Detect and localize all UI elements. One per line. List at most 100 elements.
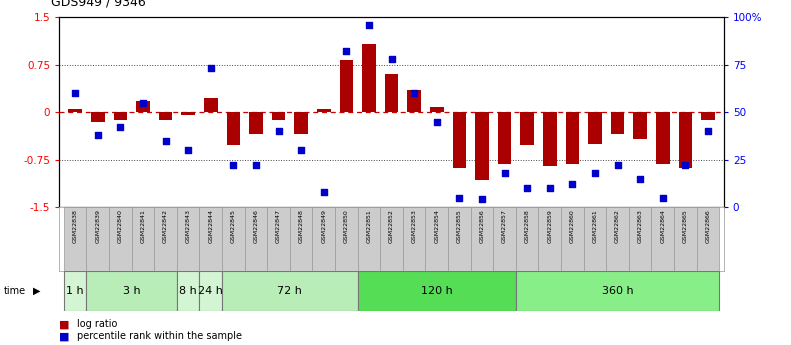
Text: GSM22841: GSM22841 [141, 209, 146, 243]
Text: 8 h: 8 h [180, 286, 197, 296]
Bar [629, 207, 652, 271]
Point [543, 185, 556, 191]
Text: GSM22847: GSM22847 [276, 209, 281, 243]
Text: percentile rank within the sample: percentile rank within the sample [77, 332, 242, 341]
Text: GSM22840: GSM22840 [118, 209, 123, 243]
Text: ■: ■ [59, 319, 70, 329]
Point [702, 128, 714, 134]
Text: GSM22846: GSM22846 [253, 209, 259, 243]
Bar [290, 207, 312, 271]
Bar [64, 207, 86, 271]
Text: GSM22848: GSM22848 [299, 209, 304, 243]
Bar [475, 112, 489, 180]
Bar [91, 112, 104, 122]
Point [520, 185, 533, 191]
Text: time: time [4, 286, 26, 296]
Text: GSM22858: GSM22858 [524, 209, 530, 243]
Point [611, 162, 624, 168]
Bar [516, 207, 539, 271]
Bar [362, 44, 376, 112]
Bar [679, 112, 692, 168]
Point [69, 90, 81, 96]
Point [340, 49, 353, 54]
Bar [177, 271, 199, 310]
Bar [589, 112, 602, 144]
Text: GDS949 / 9346: GDS949 / 9346 [51, 0, 146, 9]
Bar [380, 207, 403, 271]
Bar [652, 207, 674, 271]
Bar [606, 207, 629, 271]
Bar [114, 112, 127, 120]
Text: GSM22854: GSM22854 [434, 209, 439, 243]
Bar [697, 207, 719, 271]
Bar [407, 90, 421, 112]
Bar [226, 112, 240, 145]
Point [137, 100, 149, 106]
Text: GSM22862: GSM22862 [615, 209, 620, 243]
Text: GSM22866: GSM22866 [706, 209, 710, 243]
Text: GSM22844: GSM22844 [208, 209, 214, 243]
Bar [204, 98, 218, 112]
Bar [68, 109, 82, 112]
Point [204, 66, 217, 71]
Bar [199, 207, 222, 271]
Point [159, 138, 172, 144]
Bar [516, 271, 719, 310]
Text: GSM22857: GSM22857 [502, 209, 507, 243]
Point [385, 56, 398, 62]
Bar [566, 112, 579, 164]
Text: GSM22855: GSM22855 [457, 209, 462, 243]
Bar [384, 74, 399, 112]
Point [453, 195, 466, 200]
Bar [471, 207, 494, 271]
Bar [181, 112, 195, 115]
Text: GSM22865: GSM22865 [683, 209, 688, 243]
Point [114, 125, 127, 130]
Bar [584, 207, 606, 271]
Bar [272, 112, 286, 120]
Point [679, 162, 691, 168]
Text: GSM22851: GSM22851 [366, 209, 372, 243]
Point [475, 197, 488, 202]
Bar [335, 207, 358, 271]
Bar [199, 271, 222, 310]
Point [272, 128, 285, 134]
Point [227, 162, 240, 168]
Point [182, 147, 195, 153]
Text: 24 h: 24 h [199, 286, 223, 296]
Bar [634, 112, 647, 139]
Bar [403, 207, 426, 271]
Text: GSM22838: GSM22838 [73, 209, 78, 243]
Bar [358, 207, 380, 271]
Bar [448, 207, 471, 271]
Text: GSM22856: GSM22856 [479, 209, 484, 243]
Point [317, 189, 330, 195]
Bar [494, 207, 516, 271]
Text: GSM22861: GSM22861 [592, 209, 597, 243]
Bar [136, 101, 149, 112]
Bar [159, 112, 172, 120]
Bar [520, 112, 534, 145]
Text: GSM22864: GSM22864 [660, 209, 665, 243]
Text: GSM22842: GSM22842 [163, 209, 168, 243]
Text: GSM22845: GSM22845 [231, 209, 236, 243]
Bar [426, 207, 448, 271]
Point [408, 90, 421, 96]
Bar [561, 207, 584, 271]
Point [657, 195, 669, 200]
Bar [339, 60, 353, 112]
Text: GSM22850: GSM22850 [344, 209, 349, 243]
Text: 1 h: 1 h [66, 286, 84, 296]
Bar [430, 107, 444, 112]
Bar [317, 109, 331, 112]
Point [566, 181, 579, 187]
Text: 72 h: 72 h [278, 286, 302, 296]
Text: GSM22859: GSM22859 [547, 209, 552, 243]
Bar [109, 207, 131, 271]
Text: GSM22852: GSM22852 [389, 209, 394, 243]
Text: GSM22839: GSM22839 [95, 209, 100, 243]
Text: GSM22849: GSM22849 [321, 209, 326, 243]
Bar [498, 112, 511, 164]
Bar [222, 207, 244, 271]
Bar [701, 112, 715, 120]
